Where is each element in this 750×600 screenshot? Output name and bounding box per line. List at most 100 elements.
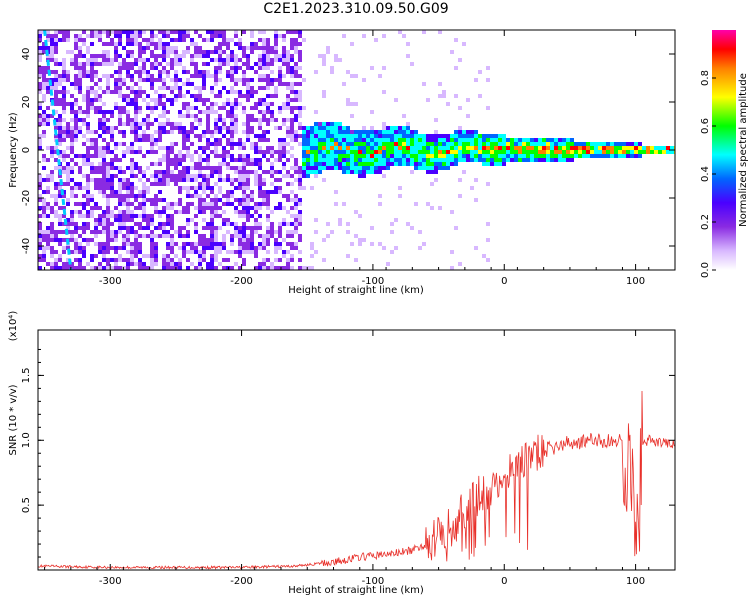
heatmap-cell — [230, 114, 234, 118]
heatmap-cell — [118, 242, 122, 246]
heatmap-cell — [454, 138, 458, 142]
heatmap-cell — [606, 150, 610, 154]
heatmap-cell — [38, 46, 42, 50]
x-tick-label: 100 — [626, 276, 645, 287]
heatmap-cell — [38, 198, 42, 202]
heatmap-cell — [182, 234, 186, 238]
heatmap-cell — [606, 154, 610, 158]
heatmap-cell — [406, 142, 410, 146]
heatmap-cell — [114, 194, 118, 198]
heatmap-cell — [74, 66, 78, 70]
heatmap-cell — [422, 30, 426, 34]
heatmap-cell — [198, 146, 202, 150]
heatmap-cell — [174, 118, 178, 122]
heatmap-cell — [210, 202, 214, 206]
heatmap-cell — [90, 230, 94, 234]
heatmap-cell — [162, 82, 166, 86]
heatmap-cell — [74, 238, 78, 242]
heatmap-cell — [94, 110, 98, 114]
heatmap-cell — [262, 46, 266, 50]
x-tick-label: -100 — [362, 276, 385, 287]
heatmap-cell — [90, 254, 94, 258]
heatmap-cell — [258, 102, 262, 106]
heatmap-cell — [214, 74, 218, 78]
heatmap-cell — [198, 186, 202, 190]
heatmap-cell — [474, 158, 478, 162]
heatmap-cell — [142, 202, 146, 206]
heatmap-cell — [158, 174, 162, 178]
heatmap-cell — [86, 162, 90, 166]
heatmap-cell — [114, 174, 118, 178]
heatmap-cell — [650, 146, 654, 150]
heatmap-cell — [418, 246, 422, 250]
heatmap-cell — [50, 234, 54, 238]
heatmap-cell — [238, 226, 242, 230]
heatmap-cell — [134, 186, 138, 190]
heatmap-cell — [182, 186, 186, 190]
heatmap-cell — [510, 150, 514, 154]
heatmap-cell — [114, 154, 118, 158]
heatmap-cell — [42, 98, 46, 102]
heatmap-cell — [550, 154, 554, 158]
heatmap-cell — [366, 142, 370, 146]
y-tick-label: -40 — [21, 238, 32, 254]
heatmap-cell — [494, 146, 498, 150]
heatmap-cell — [294, 98, 298, 102]
heatmap-cell — [230, 250, 234, 254]
heatmap-cell — [214, 234, 218, 238]
heatmap-cell — [38, 150, 42, 154]
heatmap-cell — [482, 158, 486, 162]
heatmap-cell — [78, 126, 82, 130]
heatmap-cell — [126, 38, 130, 42]
heatmap-cell — [86, 262, 90, 266]
heatmap-cell — [386, 126, 390, 130]
heatmap-cell — [166, 130, 170, 134]
heatmap-cell — [386, 154, 390, 158]
heatmap-cell — [178, 74, 182, 78]
heatmap-cell — [86, 126, 90, 130]
heatmap-cell — [258, 134, 262, 138]
heatmap-cell — [158, 214, 162, 218]
heatmap-cell — [78, 210, 82, 214]
heatmap-cell — [130, 126, 134, 130]
heatmap-cell — [178, 38, 182, 42]
heatmap-cell — [38, 50, 42, 54]
heatmap-cell — [222, 246, 226, 250]
heatmap-cell — [218, 114, 222, 118]
heatmap-cell — [38, 186, 42, 190]
heatmap-cell — [394, 146, 398, 150]
heatmap-cell — [418, 146, 422, 150]
heatmap-cell — [338, 166, 342, 170]
heatmap-cell — [314, 250, 318, 254]
heatmap-cell — [62, 130, 66, 134]
heatmap-cell — [102, 154, 106, 158]
heatmap-cell — [66, 30, 70, 34]
heatmap-cell — [178, 174, 182, 178]
heatmap-cell — [194, 54, 198, 58]
heatmap-cell — [278, 190, 282, 194]
heatmap-cell — [46, 34, 50, 38]
heatmap-cell — [254, 222, 258, 226]
heatmap-cell — [222, 42, 226, 46]
heatmap-cell — [178, 122, 182, 126]
heatmap-cell — [162, 262, 166, 266]
heatmap-cell — [378, 134, 382, 138]
heatmap-cell — [126, 122, 130, 126]
heatmap-cell — [82, 50, 86, 54]
heatmap-cell — [142, 218, 146, 222]
heatmap-cell — [154, 106, 158, 110]
heatmap-cell — [290, 154, 294, 158]
heatmap-cell — [242, 238, 246, 242]
heatmap-cell — [110, 230, 114, 234]
heatmap-cell — [110, 74, 114, 78]
heatmap-cell — [274, 266, 278, 270]
heatmap-cell — [486, 150, 490, 154]
heatmap-cell — [502, 154, 506, 158]
heatmap-cell — [90, 258, 94, 262]
heatmap-cell — [414, 142, 418, 146]
heatmap-cell — [154, 54, 158, 58]
heatmap-cell — [130, 86, 134, 90]
heatmap-cell — [50, 226, 54, 230]
heatmap-cell — [78, 262, 82, 266]
heatmap-cell — [78, 54, 82, 58]
